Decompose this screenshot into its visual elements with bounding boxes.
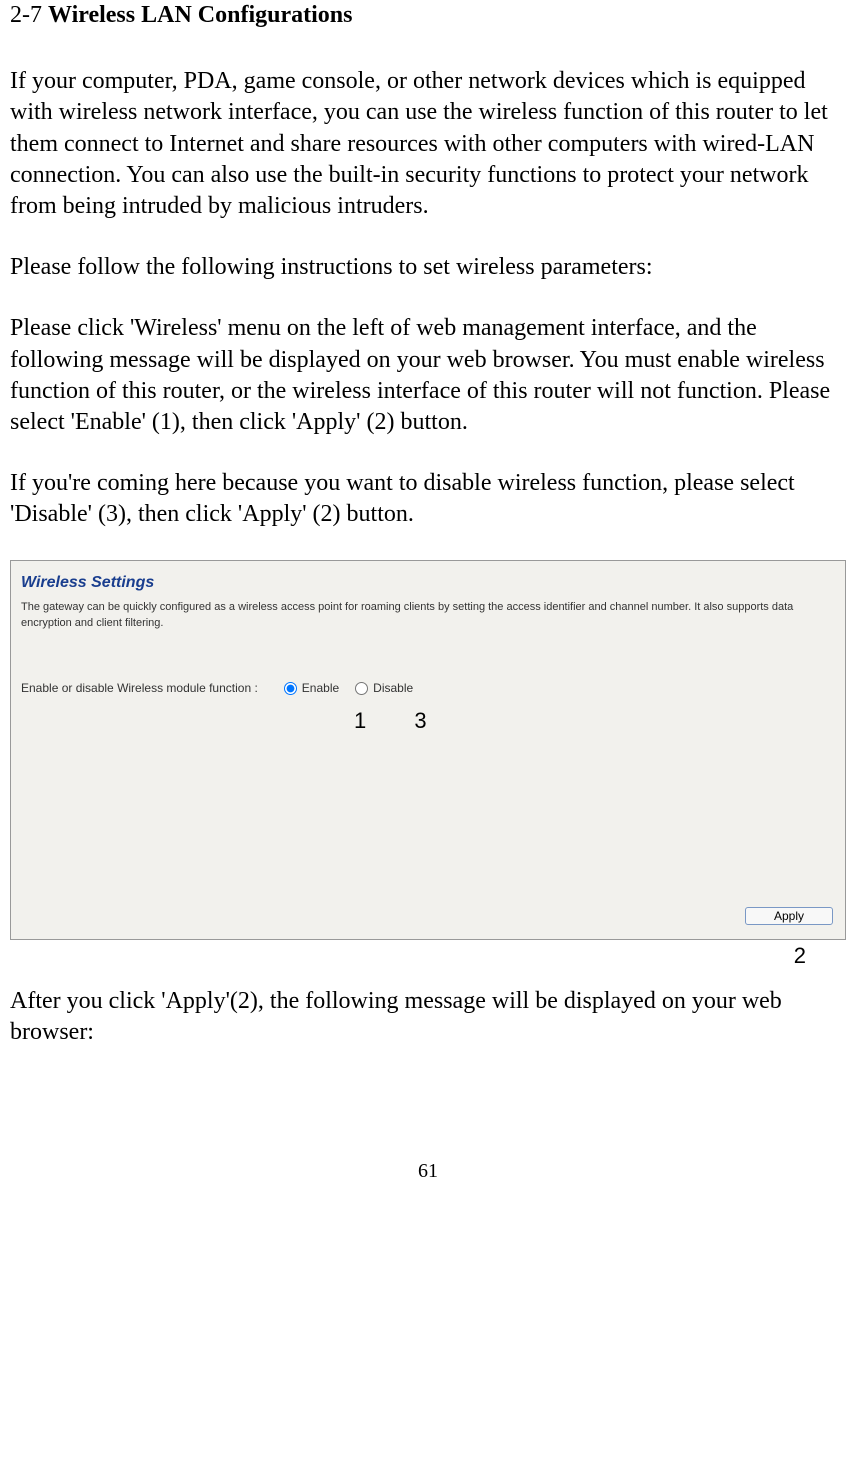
wireless-radio-label: Enable or disable Wireless module functi… bbox=[21, 681, 258, 697]
wireless-settings-title: Wireless Settings bbox=[21, 573, 835, 594]
annotation-3: 3 bbox=[414, 707, 426, 736]
annotation-1: 1 bbox=[354, 707, 366, 736]
paragraph-after-apply: After you click 'Apply'(2), the followin… bbox=[10, 986, 846, 1048]
enable-radio[interactable] bbox=[284, 682, 297, 695]
annotation-row-top: 1 3 bbox=[21, 707, 835, 736]
disable-radio-label: Disable bbox=[373, 681, 413, 697]
paragraph-disable-instructions: If you're coming here because you want t… bbox=[10, 468, 846, 530]
section-title: Wireless LAN Configurations bbox=[48, 2, 352, 28]
wireless-settings-description: The gateway can be quickly configured as… bbox=[21, 600, 835, 631]
enable-radio-label: Enable bbox=[302, 681, 339, 697]
page-number: 61 bbox=[10, 1158, 846, 1184]
enable-radio-item[interactable]: Enable bbox=[284, 681, 339, 697]
paragraph-intro: If your computer, PDA, game console, or … bbox=[10, 66, 846, 222]
apply-button-wrap: Apply bbox=[745, 898, 833, 929]
section-number: 2-7 bbox=[10, 2, 48, 28]
paragraph-instructions-lead: Please follow the following instructions… bbox=[10, 252, 846, 283]
disable-radio[interactable] bbox=[355, 682, 368, 695]
wireless-settings-screenshot: Wireless Settings The gateway can be qui… bbox=[10, 560, 846, 940]
section-heading: 2-7 Wireless LAN Configurations bbox=[10, 0, 846, 31]
apply-button[interactable]: Apply bbox=[745, 907, 833, 925]
paragraph-enable-instructions: Please click 'Wireless' menu on the left… bbox=[10, 313, 846, 438]
wireless-radio-row: Enable or disable Wireless module functi… bbox=[21, 681, 835, 697]
disable-radio-item[interactable]: Disable bbox=[355, 681, 413, 697]
annotation-2: 2 bbox=[10, 942, 846, 971]
